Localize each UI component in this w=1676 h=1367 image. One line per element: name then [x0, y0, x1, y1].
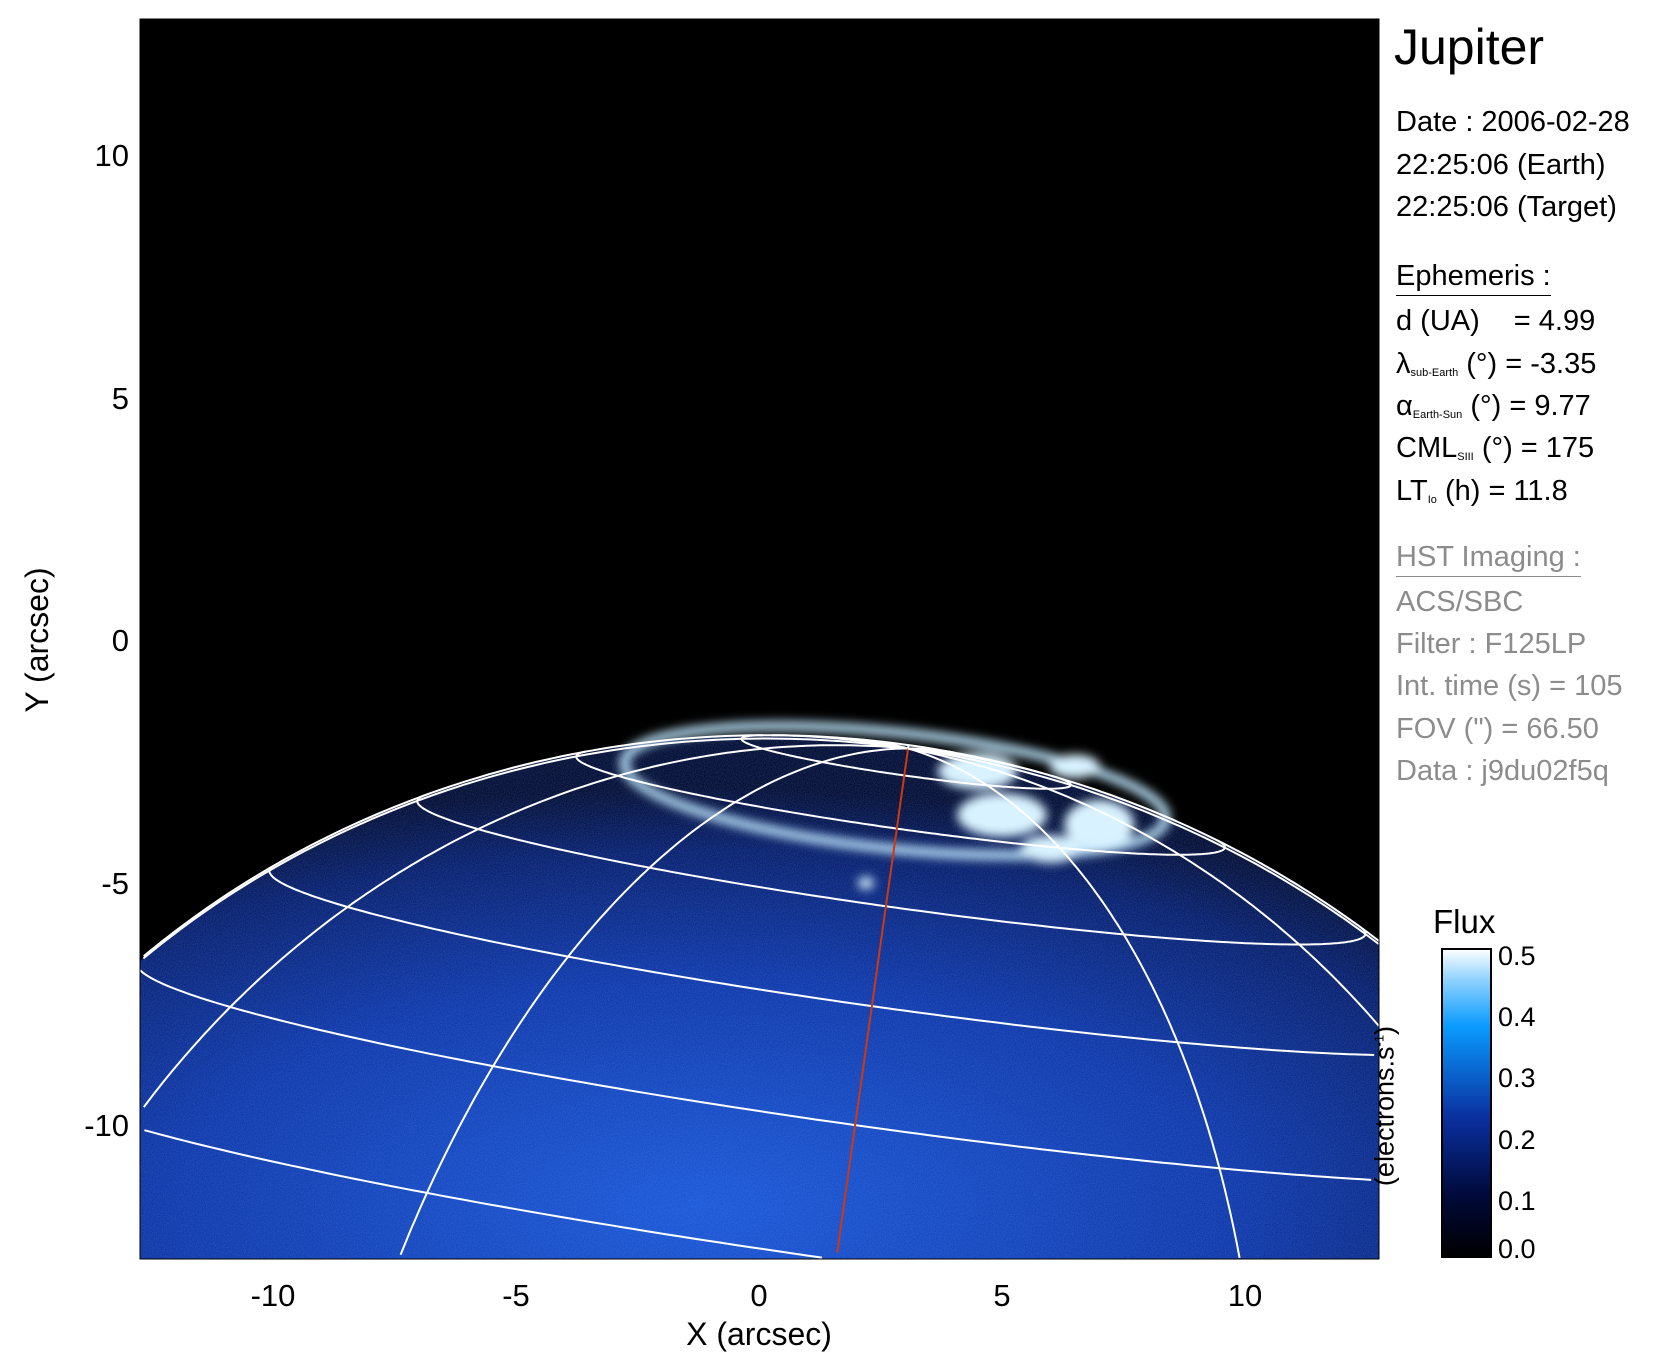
meridian-line	[142, 737, 909, 960]
y-tick-label: 10	[94, 138, 129, 173]
colorbar-unit-label: (electrons.s-1)	[1369, 1025, 1400, 1187]
distance-label: d (UA)	[1396, 305, 1480, 337]
meridian-line	[907, 747, 1379, 1027]
y-tick-label: 5	[111, 381, 129, 416]
colorbar-tick: 0.2	[1498, 1125, 1536, 1155]
colorbar-tick: 0.4	[1498, 1002, 1536, 1032]
colorbar-tick: 0.5	[1498, 941, 1536, 971]
y-tick-label: 0	[111, 623, 129, 658]
colorbar-tick: 0.3	[1498, 1063, 1536, 1093]
meridian-line	[907, 747, 1379, 945]
meridian-line	[143, 744, 909, 1108]
colorbar	[1441, 948, 1492, 1258]
ephemeris-phase-angle: αEarth-Sun (°) = 9.77	[1396, 392, 1591, 421]
auroral-spot	[1064, 799, 1135, 850]
colorbar-unit-close: )	[1369, 1025, 1400, 1035]
plot-frame	[139, 18, 1380, 1260]
meridian-line	[399, 747, 909, 1256]
planet-limb	[143, 734, 1379, 957]
y-tick-label: -5	[101, 866, 129, 901]
auroral-spot	[1049, 754, 1100, 779]
x-tick-label: 10	[1227, 1278, 1263, 1313]
cml-symbol: CML	[1396, 432, 1458, 464]
central-meridian	[836, 748, 910, 1253]
integration-time: Int. time (s) = 105	[1396, 670, 1623, 702]
x-axis-label: X (arcsec)	[686, 1316, 832, 1352]
ephemeris-sub-earth-lat: λsub-Earth (°) = -3.35	[1396, 350, 1596, 379]
field-of-view: FOV (") = 66.50	[1396, 713, 1599, 745]
lt-value: (h) = 11.8	[1444, 475, 1568, 507]
hst-header: HST Imaging :	[1396, 543, 1581, 577]
colorbar-tick: 0.1	[1498, 1186, 1536, 1216]
planet-disk-noise	[140, 735, 1379, 1259]
lambda-value: (°) = -3.35	[1466, 348, 1597, 380]
y-tick-label: -10	[84, 1108, 129, 1143]
time-target: 22:25:06 (Target)	[1396, 191, 1617, 223]
alpha-subscript: Earth-Sun	[1412, 409, 1463, 421]
lt-subscript: Io	[1427, 494, 1437, 506]
cml-value: (°) = 175	[1481, 432, 1595, 464]
instrument: ACS/SBC	[1396, 586, 1524, 618]
colorbar-title: Flux	[1433, 903, 1496, 940]
x-tick-label: -10	[250, 1278, 296, 1313]
colorbar-unit-text: (electrons.s	[1369, 1046, 1400, 1187]
target-title: Jupiter	[1394, 19, 1545, 75]
alpha-value: (°) = 9.77	[1470, 390, 1591, 422]
distance-value: = 4.99	[1513, 305, 1596, 337]
auroral-spot	[857, 877, 874, 889]
meridian-line	[907, 747, 1241, 1259]
x-tick-label: 0	[750, 1278, 768, 1313]
y-axis-label: Y (arcsec)	[19, 567, 55, 713]
date: Date : 2006-02-28	[1396, 106, 1630, 138]
ephemeris-header: Ephemeris :	[1396, 262, 1551, 296]
lambda-subscript: sub-Earth	[1410, 367, 1459, 379]
alpha-symbol: α	[1396, 390, 1413, 422]
planet-grid	[140, 734, 1379, 1259]
ephemeris-local-time: LTIo (h) = 11.8	[1396, 477, 1568, 506]
latitude-line	[144, 1129, 823, 1259]
filter: Filter : F125LP	[1396, 628, 1587, 660]
x-tick-label: -5	[502, 1278, 530, 1313]
colorbar-unit-exponent: -1	[1371, 1034, 1387, 1047]
x-tick-label: 5	[993, 1278, 1011, 1313]
auroral-spot	[957, 792, 1047, 837]
cml-subscript: SIII	[1457, 451, 1474, 463]
latitude-line	[140, 969, 1372, 1181]
data-id: Data : j9du02f5q	[1396, 755, 1609, 787]
ephemeris-cml: CMLSIII (°) = 175	[1396, 434, 1594, 463]
lambda-symbol: λ	[1396, 348, 1411, 380]
lt-symbol: LT	[1396, 475, 1428, 507]
colorbar-tick: 0.0	[1498, 1234, 1536, 1264]
time-earth: 22:25:06 (Earth)	[1396, 149, 1606, 181]
ephemeris-distance: d (UA) = 4.99	[1396, 307, 1595, 336]
